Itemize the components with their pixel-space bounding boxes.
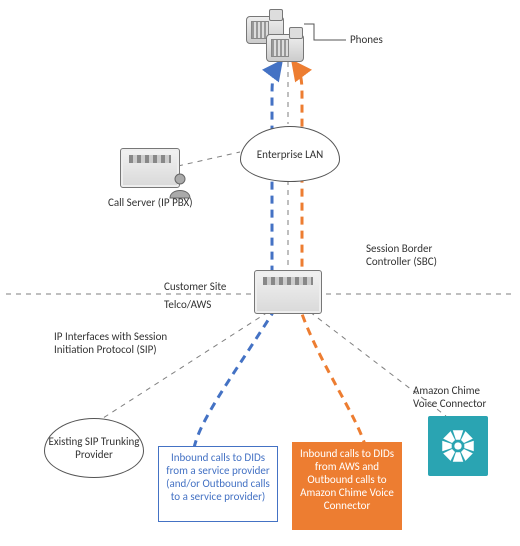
orange-callout-box: Inbound calls to DIDs from AWS and Outbo… (292, 442, 402, 530)
chime-connector-icon (428, 416, 488, 476)
starburst-icon (437, 425, 479, 467)
sbc-icon (254, 270, 322, 314)
chime-connector-label: Amazon Chime Voice Connector (413, 384, 486, 410)
flow-blue (194, 66, 278, 448)
diagram-stage: Phones Enterprise LAN Call Server (IP PB… (0, 0, 520, 546)
orange-callout-text: Inbound calls to DIDs from AWS and Outbo… (300, 447, 394, 512)
cloud-enterprise-lan-label: Enterprise LAN (257, 148, 323, 161)
sbc-label: Session Border Controller (SBC) (366, 242, 437, 268)
edge-callserver-lan (178, 152, 240, 166)
phones-label: Phones (350, 33, 383, 46)
customer-site-label: Customer Site (164, 280, 226, 293)
edge-sbc-provider (100, 312, 268, 420)
telco-aws-label: Telco/AWS (164, 298, 211, 311)
phone-leader-line (304, 24, 346, 40)
cloud-sip-provider-label: Existing SIP Trunking Provider (45, 435, 143, 461)
blue-callout-text: Inbound calls to DIDs from a service pro… (166, 451, 270, 503)
call-server-label: Call Server (IP PBX) (108, 196, 193, 209)
cloud-sip-provider: Existing SIP Trunking Provider (44, 418, 144, 478)
flow-orange (296, 66, 366, 448)
blue-callout-box: Inbound calls to DIDs from a service pro… (158, 446, 278, 522)
ip-interfaces-label: IP Interfaces with Session Initiation Pr… (54, 330, 167, 356)
phone-icon (266, 34, 304, 62)
